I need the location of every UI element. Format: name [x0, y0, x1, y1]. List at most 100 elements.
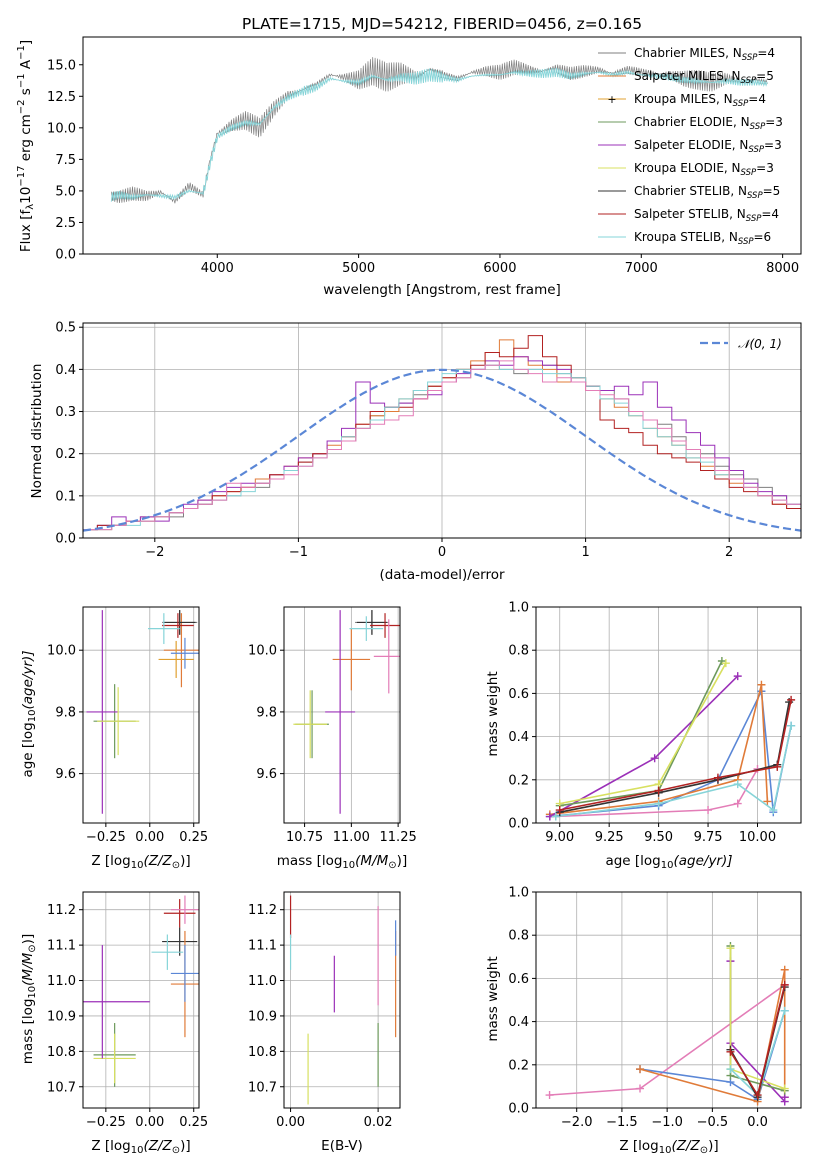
x-tick-label: 11.00 — [333, 830, 370, 845]
x-tick-label: −2.0 — [561, 1115, 593, 1130]
axes-frame — [82, 606, 200, 824]
errorbar-point — [86, 610, 119, 814]
axes-frame — [82, 891, 200, 1109]
legend-entry: Salpeter MILES, NSSP=5 — [634, 69, 774, 86]
axes-frame — [82, 36, 802, 255]
y-tick-label: 11.0 — [248, 974, 277, 989]
y-tick-label: 0.5 — [55, 321, 76, 336]
x-tick-label: 10.00 — [739, 830, 776, 845]
age-weight-panel: age [log10(age/yr)] mass weight 9.00 9.25… — [485, 601, 802, 871]
errorbar-point — [148, 613, 180, 645]
x-tick-label: 0.0 — [747, 1115, 768, 1130]
weight-marker — [636, 1065, 645, 1074]
y-tick-label: 12.5 — [47, 90, 76, 105]
y-tick-label: 0.8 — [508, 929, 529, 944]
weight-plot-area — [545, 657, 796, 821]
residuals-panel: (data-model)/error Normed distribution −… — [29, 321, 802, 583]
mass-age-panel: mass [log10(M/M⊙)] 10.75 11.00 11.25 9.6 9.8… — [248, 606, 417, 871]
legend-entry: 𝒩(0, 1) — [738, 337, 782, 351]
legend-marker: + — [607, 93, 616, 106]
y-tick-label: 0.0 — [508, 1102, 529, 1117]
weight-marker — [780, 1084, 789, 1093]
axes-frame — [283, 606, 401, 824]
errorbar-point — [93, 1033, 136, 1084]
residuals-xlabel: (data-model)/error — [379, 567, 505, 583]
weight-marker — [713, 773, 722, 782]
y-tick-label: 10.0 — [47, 644, 76, 659]
weight-marker — [733, 672, 742, 681]
errorbar-point — [163, 899, 196, 928]
errorbar-plot-area — [83, 895, 199, 1087]
x-tick-label: 9.50 — [644, 830, 673, 845]
metallicity-age-ylabel: age [log10(age/yr)] — [20, 650, 38, 777]
histogram-series — [83, 360, 801, 531]
x-tick-label: 0.00 — [276, 1115, 305, 1130]
metallicity-mass-panel: Z [log10(Z/Z⊙)] mass [log10(M/M⊙)] −0.25… — [20, 891, 208, 1156]
y-tick-label: 0.1 — [55, 489, 76, 504]
x-tick-label: 5000 — [342, 261, 375, 276]
gaussian-curve — [83, 368, 801, 532]
errorbar-point — [373, 619, 400, 694]
errorbar-plot-area — [86, 610, 199, 814]
x-tick-label: 4000 — [201, 261, 234, 276]
histogram-series — [83, 364, 801, 531]
errorbar-point — [83, 945, 150, 1059]
weight-marker — [636, 1084, 645, 1093]
weight-series-line — [559, 662, 727, 805]
errorbar-point — [170, 895, 199, 924]
y-tick-label: 0.2 — [508, 1058, 529, 1073]
metallicity-age-panel: Z [log10(Z/Z⊙)] age [log10(age/yr)] −0.2… — [20, 606, 208, 871]
metallicity-weight-panel: Z [log10(Z/Z⊙)] mass weight −2.0 −1.5 −1.0… — [485, 886, 802, 1156]
x-tick-label: 0.25 — [179, 830, 208, 845]
y-tick-label: 0.0 — [55, 248, 76, 263]
errorbar-point — [349, 616, 384, 641]
errorbar-point — [370, 613, 400, 638]
errorbar-point — [170, 945, 199, 1002]
y-tick-label: 11.1 — [47, 939, 76, 954]
weight-marker — [654, 799, 663, 808]
y-tick-label: 9.8 — [55, 705, 76, 720]
x-tick-label: 8000 — [766, 261, 799, 276]
histogram-series — [83, 356, 801, 531]
legend-entry: Chabrier MILES, NSSP=4 — [634, 46, 775, 63]
y-tick-label: 11.0 — [47, 974, 76, 989]
y-tick-label: 0.8 — [508, 644, 529, 659]
errorbar-point — [162, 613, 194, 638]
metallicity-age-xlabel: Z [log10(Z/Z⊙)] — [91, 853, 190, 871]
residuals-ylabel: Normed distribution — [29, 364, 45, 499]
weight-marker — [704, 806, 713, 815]
y-tick-label: 9.8 — [256, 705, 277, 720]
legend-entry: Chabrier STELIB, NSSP=5 — [634, 184, 780, 201]
x-tick-label: −1.5 — [606, 1115, 638, 1130]
errorbar-point — [97, 687, 140, 756]
y-tick-label: 10.0 — [47, 121, 76, 136]
y-tick-label: 5.0 — [55, 184, 76, 199]
y-tick-label: 10.7 — [47, 1080, 76, 1095]
x-tick-label: −0.5 — [697, 1115, 729, 1130]
y-tick-label: 11.2 — [248, 903, 277, 918]
axes-frame — [535, 891, 802, 1109]
y-tick-label: 0.6 — [508, 687, 529, 702]
y-tick-label: 0.0 — [55, 532, 76, 547]
weight-marker — [773, 762, 782, 771]
weight-marker — [780, 965, 789, 974]
histogram-plot-area — [83, 335, 801, 532]
errorbar-point — [325, 610, 356, 814]
errorbar-point — [170, 637, 199, 669]
y-tick-label: 0.6 — [508, 972, 529, 987]
x-tick-label: −1 — [289, 545, 308, 560]
y-tick-label: 0.3 — [55, 405, 76, 420]
errorbar-point — [158, 640, 194, 678]
weight-marker — [733, 799, 742, 808]
extinction-mass-panel: E(B-V) 0.00 0.02 10.7 10.8 10.9 11.0 11.1 11.2 — [248, 891, 401, 1154]
y-tick-label: 10.9 — [47, 1009, 76, 1024]
x-tick-label: 1 — [581, 545, 589, 560]
weight-marker — [654, 786, 663, 795]
weight-marker — [753, 1091, 762, 1100]
weight-marker — [733, 780, 742, 789]
x-tick-label: 6000 — [483, 261, 516, 276]
errorbar-point — [332, 628, 371, 691]
legend-entry: Kroupa STELIB, NSSP=6 — [634, 230, 771, 247]
metallicity-weight-ylabel: mass weight — [485, 956, 501, 1041]
